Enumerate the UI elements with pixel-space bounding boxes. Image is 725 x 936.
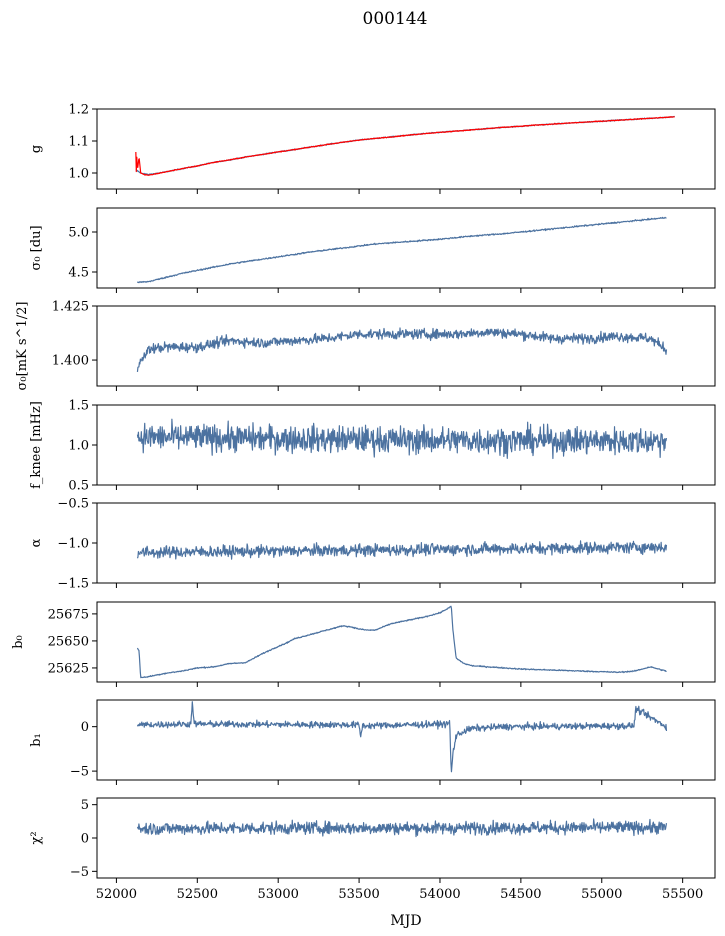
y-tick-label-2-0: 1.400 (52, 354, 89, 369)
axes-frame-7 (96, 797, 716, 879)
series-line-0-0 (135, 115, 676, 176)
x-tick-label-7: 55500 (662, 887, 703, 902)
y-tick-label-1-0: 4.5 (68, 266, 89, 281)
y-axis-label-4: α (29, 538, 44, 547)
y-axis-label-3: f_knee [mHz] (29, 401, 44, 489)
y-tick-label-6-0: −5 (70, 765, 89, 780)
axes-frame-6 (96, 699, 716, 781)
series-line-0-1 (135, 116, 675, 176)
y-tick-label-1-1: 5.0 (68, 226, 89, 241)
y-tick-label-0-1: 1.1 (68, 135, 89, 150)
axes-frame-2 (96, 305, 716, 387)
axes-frame-1 (96, 207, 716, 289)
y-tick-label-5-1: 25650 (48, 634, 89, 649)
panel-0: 1.0 1.1 1.2 g (29, 103, 716, 194)
series-line-1-0 (136, 216, 667, 284)
series-line-6-0 (136, 701, 668, 773)
y-tick-label-4-1: −1.0 (57, 537, 89, 552)
x-tick-label-4: 54000 (419, 887, 460, 902)
y-tick-label-6-1: 0 (81, 720, 89, 735)
axes-frame-0 (96, 108, 716, 190)
y-axis-label-1: σ₀ [du] (29, 225, 44, 270)
y-tick-label-0-2: 1.2 (68, 103, 89, 118)
y-axis-label-7: χ² (29, 831, 44, 844)
y-tick-label-7-0: −5 (70, 865, 89, 880)
x-tick-label-1: 52500 (177, 887, 218, 902)
series-line-7-0 (136, 818, 668, 838)
panel-4: −1.5 −1.0 −0.5 α (29, 497, 716, 592)
panel-6: −5 0 b₁ (29, 699, 716, 785)
x-axis-label: MJD (390, 913, 421, 929)
panel-2: 1.400 1.425 σ₀[mK s^1/2] (15, 300, 716, 391)
series-line-3-0 (136, 418, 668, 460)
panel-1: 4.5 5.0 σ₀ [du] (29, 207, 716, 293)
series-line-2-0 (136, 327, 668, 373)
x-tick-label-3: 53500 (338, 887, 379, 902)
axes-frame-5 (96, 601, 716, 683)
x-tick-label-0: 52000 (96, 887, 137, 902)
y-tick-label-3-0: 0.5 (68, 479, 89, 494)
y-axis-label-5: b₀ (11, 635, 26, 649)
y-tick-label-7-1: 0 (81, 832, 89, 847)
y-axis-label-6: b₁ (29, 733, 44, 747)
panel-7: −5 0 5 52000 52500 53000 53500 54000 54500 55000 5… (29, 797, 716, 902)
series-line-5-0 (136, 605, 667, 679)
y-tick-label-2-1: 1.425 (52, 300, 89, 315)
y-tick-label-0-0: 1.0 (68, 167, 89, 182)
y-axis-label-0: g (29, 145, 44, 153)
y-tick-label-7-2: 5 (81, 798, 89, 813)
x-tick-label-5: 54500 (500, 887, 541, 902)
y-tick-label-3-2: 1.5 (68, 399, 89, 414)
x-tick-label-2: 53000 (258, 887, 299, 902)
y-tick-label-4-0: −1.5 (57, 577, 89, 592)
y-axis-label-2: σ₀[mK s^1/2] (15, 302, 30, 391)
y-tick-label-4-2: −0.5 (57, 497, 89, 512)
series-line-4-0 (136, 540, 668, 560)
panels: 1.0 1.1 1.2 g 4.5 5.0 σ₀ [du] 1.400 1.425 σ₀[mK s… (11, 103, 716, 902)
panel-5: 25625 25650 25675 b₀ (11, 601, 716, 687)
y-tick-label-5-0: 25625 (48, 661, 89, 676)
panel-3: 0.5 1.0 1.5 f_knee [mHz] (29, 399, 716, 494)
figure-title: 000144 (363, 9, 428, 29)
x-tick-label-6: 55000 (581, 887, 622, 902)
axes-frame-4 (96, 502, 716, 584)
y-tick-label-5-2: 25675 (48, 607, 89, 622)
y-tick-label-3-1: 1.0 (68, 439, 89, 454)
